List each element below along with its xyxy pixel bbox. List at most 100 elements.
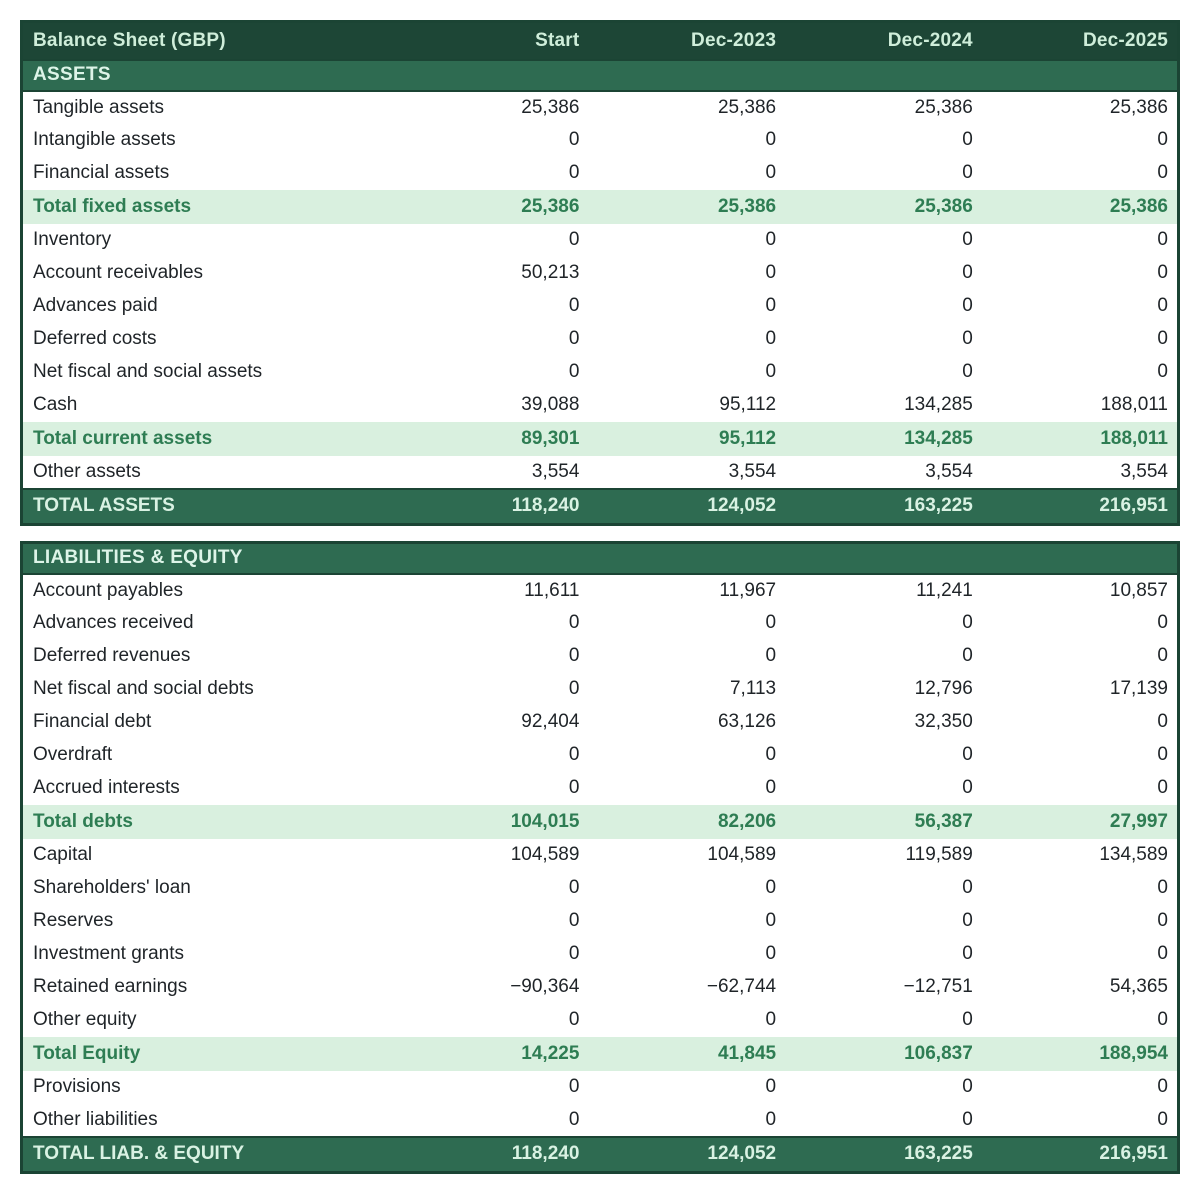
row-value: 0	[588, 289, 786, 323]
row-value: 0	[588, 322, 786, 356]
row-value: 104,015	[391, 804, 589, 839]
row-value: 106,837	[785, 1036, 982, 1071]
row-label: Total debts	[21, 804, 392, 839]
row-label: Total fixed assets	[21, 189, 392, 224]
table-row: TOTAL ASSETS 118,240 124,052 163,225 216,951	[21, 487, 1179, 525]
section-header-row: LIABILITIES & EQUITY	[21, 541, 1179, 575]
row-value: 0	[785, 738, 982, 772]
row-value: 0	[785, 606, 982, 640]
row-label: Intangible assets	[21, 123, 392, 157]
row-value: 63,126	[588, 705, 786, 739]
row-value: 0	[391, 771, 589, 805]
table-row: Net fiscal and social assets 0 0 0 0	[21, 355, 1179, 389]
table-row: Deferred revenues 0 0 0 0	[21, 639, 1179, 673]
row-value: 118,240	[391, 487, 589, 525]
column-header: Dec-2025	[981, 21, 1179, 60]
row-label: Capital	[21, 838, 392, 872]
table-row: Financial assets 0 0 0 0	[21, 156, 1179, 190]
row-value: 0	[391, 322, 589, 356]
row-value: 0	[785, 639, 982, 673]
row-value: 0	[391, 355, 589, 389]
row-label: Other liabilities	[21, 1103, 392, 1137]
row-value: 0	[785, 289, 982, 323]
row-value: 10,857	[981, 573, 1179, 607]
row-value: 0	[981, 289, 1179, 323]
row-value: 0	[981, 1003, 1179, 1037]
table-row: Tangible assets 25,386 25,386 25,386 25,386	[21, 90, 1179, 124]
row-value: 0	[785, 1103, 982, 1137]
row-value: 0	[981, 156, 1179, 190]
table-row: Other equity 0 0 0 0	[21, 1003, 1179, 1037]
row-label: Advances received	[21, 606, 392, 640]
row-value: 25,386	[391, 189, 589, 224]
row-value: 0	[785, 1003, 982, 1037]
row-value: 0	[588, 156, 786, 190]
row-label: Financial assets	[21, 156, 392, 190]
row-value: 0	[588, 1003, 786, 1037]
row-value: 41,845	[588, 1036, 786, 1071]
row-value: 11,241	[785, 573, 982, 607]
row-value: 0	[981, 904, 1179, 938]
row-value: 0	[981, 256, 1179, 290]
table-row: Total current assets 89,301 95,112 134,285 1…	[21, 421, 1179, 456]
row-value: 25,386	[588, 90, 786, 124]
section-title: ASSETS	[21, 58, 1179, 92]
row-value: 0	[981, 705, 1179, 739]
row-value: 95,112	[588, 421, 786, 456]
row-value: 0	[785, 223, 982, 257]
balance-sheet: Balance Sheet (GBP) Start Dec-2023 Dec-2024…	[20, 20, 1180, 1174]
row-label: Deferred costs	[21, 322, 392, 356]
row-value: 0	[588, 771, 786, 805]
row-value: 17,139	[981, 672, 1179, 706]
row-value: 0	[391, 606, 589, 640]
row-value: 134,589	[981, 838, 1179, 872]
row-value: 3,554	[785, 455, 982, 489]
row-value: 0	[391, 123, 589, 157]
table-row: TOTAL LIAB. & EQUITY 118,240 124,052 163,22…	[21, 1135, 1179, 1173]
row-value: 3,554	[981, 455, 1179, 489]
row-value: 119,589	[785, 838, 982, 872]
row-value: 82,206	[588, 804, 786, 839]
row-value: 0	[785, 256, 982, 290]
row-label: Cash	[21, 388, 392, 422]
balance-sheet-assets-table: Balance Sheet (GBP) Start Dec-2023 Dec-2024…	[20, 20, 1180, 526]
table-row: Inventory 0 0 0 0	[21, 223, 1179, 257]
row-label: Retained earnings	[21, 970, 392, 1004]
row-value: 134,285	[785, 388, 982, 422]
row-value: 0	[588, 904, 786, 938]
table-row: Advances paid 0 0 0 0	[21, 289, 1179, 323]
liabilities-rows: LIABILITIES & EQUITY Account payables 11,6…	[21, 541, 1179, 1173]
row-value: 32,350	[785, 705, 982, 739]
row-value: 0	[588, 738, 786, 772]
row-value: 0	[391, 223, 589, 257]
row-value: 0	[785, 871, 982, 905]
row-value: 0	[588, 606, 786, 640]
row-label: TOTAL LIAB. & EQUITY	[21, 1135, 392, 1173]
row-value: 0	[785, 1070, 982, 1104]
row-value: 0	[981, 123, 1179, 157]
row-value: 0	[588, 256, 786, 290]
row-value: −90,364	[391, 970, 589, 1004]
row-label: Financial debt	[21, 705, 392, 739]
row-value: 25,386	[785, 90, 982, 124]
row-value: 14,225	[391, 1036, 589, 1071]
row-value: 0	[391, 672, 589, 706]
table-row: Provisions 0 0 0 0	[21, 1070, 1179, 1104]
row-value: 0	[391, 1103, 589, 1137]
row-value: 3,554	[588, 455, 786, 489]
section-gap	[20, 526, 1180, 541]
row-label: Total current assets	[21, 421, 392, 456]
row-value: 0	[391, 738, 589, 772]
row-label: TOTAL ASSETS	[21, 487, 392, 525]
row-value: 89,301	[391, 421, 589, 456]
row-value: 0	[391, 156, 589, 190]
row-value: 0	[391, 937, 589, 971]
row-label: Tangible assets	[21, 90, 392, 124]
table-row: Account receivables 50,213 0 0 0	[21, 256, 1179, 290]
row-value: 216,951	[981, 1135, 1179, 1173]
row-value: 0	[588, 223, 786, 257]
row-value: 0	[785, 937, 982, 971]
row-label: Deferred revenues	[21, 639, 392, 673]
row-value: 0	[981, 223, 1179, 257]
row-value: 0	[588, 871, 786, 905]
